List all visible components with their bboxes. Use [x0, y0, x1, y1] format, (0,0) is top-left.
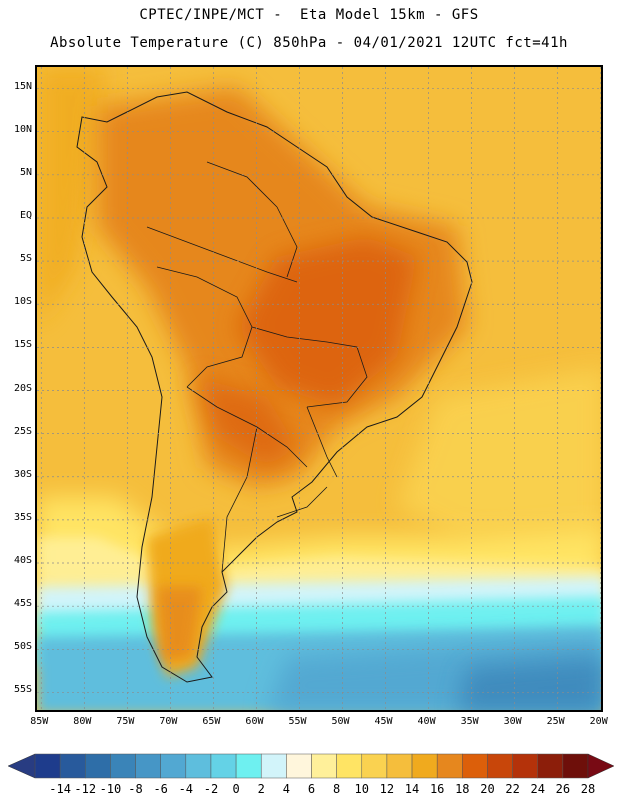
colorbar-tick-label: -10 — [99, 782, 122, 796]
colorbar-swatch — [436, 753, 463, 779]
title-line-1: CPTEC/INPE/MCT - Eta Model 15km - GFS — [139, 7, 479, 23]
temperature-map — [35, 65, 603, 712]
colorbar-tick-label: 26 — [555, 782, 571, 796]
colorbar-swatch — [537, 753, 564, 779]
colorbar-swatch — [336, 753, 363, 779]
colorbar-swatch — [562, 753, 589, 779]
colorbar-tick-label: 14 — [404, 782, 420, 796]
continent-outline — [76, 91, 473, 683]
colorbar-over-arrow — [587, 753, 615, 779]
colorbar-tick-label: 10 — [354, 782, 369, 796]
longitude-label: 30W — [503, 716, 522, 727]
colorbar-tick-label: 24 — [530, 782, 545, 796]
colorbar-tick-label: 8 — [333, 782, 341, 796]
longitude-label: 65W — [202, 716, 221, 727]
latitude-label: 40S — [13, 555, 32, 567]
colorbar-tick-label: -2 — [203, 782, 219, 796]
latitude-label: 55S — [13, 684, 32, 696]
colorbar-tick-label: -4 — [178, 782, 194, 796]
latitude-label: 45S — [13, 598, 32, 610]
colorbar-under-arrow — [7, 753, 36, 779]
colorbar-tick-label: 18 — [455, 782, 470, 796]
latitude-label: 25S — [13, 425, 32, 437]
latitude-label: 20S — [13, 382, 32, 394]
colorbar-tick-label: 0 — [232, 782, 240, 796]
colorbar-swatch — [286, 753, 312, 779]
longitude-label: 60W — [245, 716, 264, 727]
longitude-label: 80W — [73, 716, 92, 727]
colorbar-tick-label: -12 — [74, 782, 97, 796]
longitude-label: 70W — [159, 716, 178, 727]
latitude-label: 10N — [13, 123, 32, 135]
temperature-field — [37, 67, 601, 710]
colorbar-swatch — [462, 753, 488, 779]
title-line-2: Absolute Temperature (C) 850hPa - 04/01/… — [50, 35, 568, 51]
colorbar-tick-label: 16 — [429, 782, 445, 796]
latitude-label: 15S — [13, 339, 32, 351]
colorbar-swatch — [210, 753, 237, 779]
latitude-label: 35S — [13, 511, 32, 523]
colorbar-swatch — [85, 753, 111, 779]
latitude-label: 5N — [19, 166, 32, 178]
longitude-label: 25W — [546, 716, 565, 727]
latitude-label: 30S — [13, 468, 32, 480]
latitude-label: 15N — [13, 80, 32, 92]
map-canvas — [37, 67, 601, 710]
colorbar-swatch — [386, 753, 413, 779]
colorbar-swatch — [135, 753, 161, 779]
colorbar-swatch — [160, 753, 187, 779]
colorbar-tick-label: -6 — [153, 782, 168, 796]
latitude-label: 5S — [19, 253, 32, 265]
colorbar-swatch — [235, 753, 262, 779]
colorbar-swatch — [185, 753, 212, 779]
colorbar-swatch — [34, 753, 61, 779]
colorbar-swatch — [260, 753, 287, 779]
longitude-label: 85W — [30, 716, 49, 727]
longitude-label: 75W — [116, 716, 135, 727]
colorbar-swatch — [411, 753, 438, 779]
longitude-label: 55W — [288, 716, 307, 727]
colorbar-tick-label: 22 — [505, 782, 520, 796]
colorbar-swatch — [487, 753, 513, 779]
colorbar-swatch — [311, 753, 337, 779]
longitude-label: 35W — [460, 716, 479, 727]
colorbar-swatch — [512, 753, 538, 779]
colorbar-tick-label: 12 — [379, 782, 395, 796]
longitude-label: 50W — [331, 716, 350, 727]
latitude-label: EQ — [19, 209, 32, 221]
colorbar-tick-label: -14 — [49, 782, 71, 796]
colorbar-tick-label: 28 — [580, 782, 596, 796]
colorbar — [7, 753, 615, 779]
longitude-label: 45W — [374, 716, 393, 727]
latitude-label: 10S — [13, 296, 32, 308]
colorbar-tick-label: 4 — [282, 782, 290, 796]
colorbar-swatch — [110, 753, 136, 779]
colorbar-swatch — [361, 753, 388, 779]
colorbar-tick-label: 6 — [307, 782, 316, 796]
longitude-label: 20W — [589, 716, 608, 727]
colorbar-swatch — [59, 753, 86, 779]
country-borders — [146, 161, 368, 573]
colorbar-tick-label: -8 — [128, 782, 143, 796]
latitude-label: 50S — [13, 641, 32, 653]
longitude-label: 40W — [417, 716, 436, 727]
colorbar-tick-label: 2 — [257, 782, 265, 796]
colorbar-tick-label: 20 — [480, 782, 495, 796]
